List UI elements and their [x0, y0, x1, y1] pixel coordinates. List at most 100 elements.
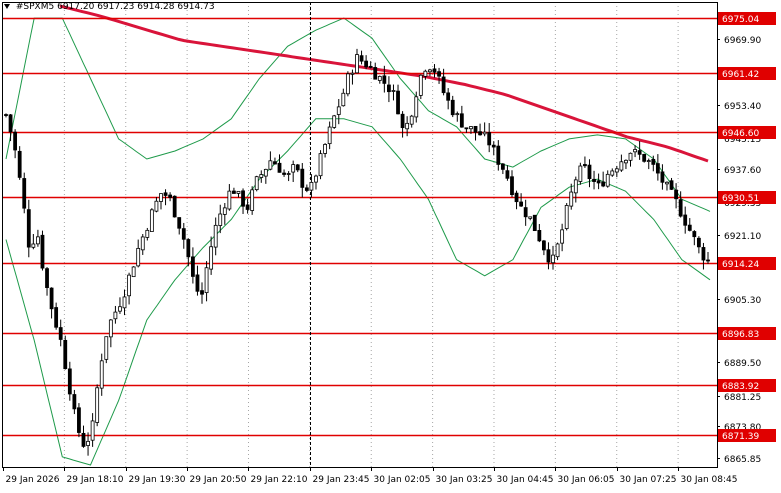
- candle-body-bull: [99, 360, 104, 389]
- candle-body-bull: [222, 207, 227, 215]
- candle-body-bull: [31, 243, 36, 248]
- candle: [163, 189, 168, 206]
- candle: [327, 121, 332, 150]
- candle: [546, 242, 551, 270]
- candle: [587, 159, 592, 188]
- level-price-label: 6946.60: [722, 129, 759, 139]
- candle-body-bear: [190, 256, 195, 277]
- collapse-triangle-icon[interactable]: [4, 4, 10, 9]
- candle: [140, 234, 145, 255]
- candle: [49, 287, 54, 319]
- candle: [428, 68, 432, 77]
- y-axis-tick-label: 6969.90: [724, 36, 761, 46]
- level-price-label: 6883.92: [722, 382, 759, 392]
- candle: [145, 227, 150, 241]
- candle-body-bear: [496, 145, 501, 165]
- x-axis-tick-label: 29 Jan 2026: [6, 475, 60, 485]
- candle-body-bull: [108, 319, 113, 338]
- candle: [560, 223, 565, 252]
- candle: [532, 214, 537, 232]
- candle: [22, 172, 27, 214]
- candle-body-bear: [706, 259, 710, 262]
- candle: [263, 168, 268, 184]
- candle-body-bear: [537, 230, 542, 242]
- candle-body-bear: [478, 131, 482, 136]
- candle: [409, 114, 414, 128]
- candle-body-bear: [692, 231, 697, 238]
- candle: [368, 61, 373, 69]
- x-axis-tick-label: 30 Jan 06:05: [558, 475, 615, 485]
- candle-body-bull: [350, 72, 355, 75]
- candle-body-bull: [332, 115, 337, 128]
- candle: [605, 170, 610, 188]
- candle-body-bear: [382, 75, 387, 84]
- candle-body-bear: [678, 199, 683, 217]
- candle-body-bear: [510, 176, 514, 196]
- x-axis-tick-label: 29 Jan 23:45: [313, 475, 370, 485]
- candle: [314, 174, 318, 190]
- candle-body-bear: [596, 180, 601, 184]
- candle-body-bear: [514, 192, 519, 203]
- candle-body-bull: [323, 144, 327, 154]
- candle-body-bear: [491, 144, 496, 148]
- candle: [118, 297, 122, 314]
- candle: [519, 193, 524, 208]
- level-price-label-bg: [718, 191, 776, 204]
- candle-body-bull: [122, 296, 127, 309]
- candle: [455, 111, 460, 122]
- candle-body-bear: [282, 172, 286, 175]
- candle: [514, 190, 519, 210]
- candle-body-bear: [446, 92, 451, 101]
- symbol-name: #SPX: [15, 2, 41, 12]
- candle-body-bear: [232, 190, 236, 194]
- candle-body-bear: [163, 192, 168, 196]
- candle: [282, 169, 286, 177]
- candle: [355, 48, 359, 74]
- level-price-label-bg: [718, 12, 776, 25]
- candle: [213, 217, 218, 256]
- candle: [304, 184, 309, 193]
- candle-body-bear: [364, 60, 369, 68]
- candle: [77, 403, 81, 438]
- candle-body-bull: [428, 69, 432, 73]
- candle-body-bear: [587, 164, 592, 180]
- candle-body-bull: [140, 236, 145, 251]
- candle-body-bull: [213, 224, 218, 248]
- candle: [633, 145, 637, 158]
- candle-body-bear: [546, 249, 551, 263]
- candle: [350, 69, 355, 85]
- candle: [58, 319, 63, 347]
- y-axis-tick-label: 6945.15: [724, 135, 761, 145]
- candle: [669, 177, 674, 190]
- candle-body-bear: [186, 239, 191, 258]
- candle: [232, 187, 236, 194]
- candle-body-bull: [95, 387, 100, 423]
- candle: [54, 302, 59, 330]
- candle-body-bull: [145, 229, 150, 238]
- candle: [537, 224, 542, 243]
- y-axis-tick-label: 6953.40: [724, 102, 761, 112]
- candle: [63, 335, 68, 370]
- candle-body-bear: [17, 150, 22, 178]
- candle-body-bear: [505, 170, 510, 179]
- candle: [364, 55, 369, 70]
- candle-body-bear: [687, 224, 692, 231]
- candle: [86, 432, 90, 456]
- candle: [505, 165, 510, 181]
- candle: [81, 425, 86, 448]
- candle-body-bull: [318, 153, 323, 177]
- candle-body-bull: [610, 170, 615, 176]
- level-price-label-bg: [718, 429, 776, 442]
- candle: [373, 62, 378, 80]
- candle-body-bear: [432, 68, 437, 73]
- candle-body-bear: [637, 150, 642, 155]
- x-axis-tick-label: 30 Jan 04:45: [497, 475, 554, 485]
- candle-body-bull: [36, 236, 40, 245]
- candle: [423, 69, 428, 80]
- candle-body-bear: [368, 65, 373, 68]
- candle: [26, 199, 31, 258]
- candle: [655, 154, 660, 181]
- level-price-label: 6896.83: [722, 330, 759, 340]
